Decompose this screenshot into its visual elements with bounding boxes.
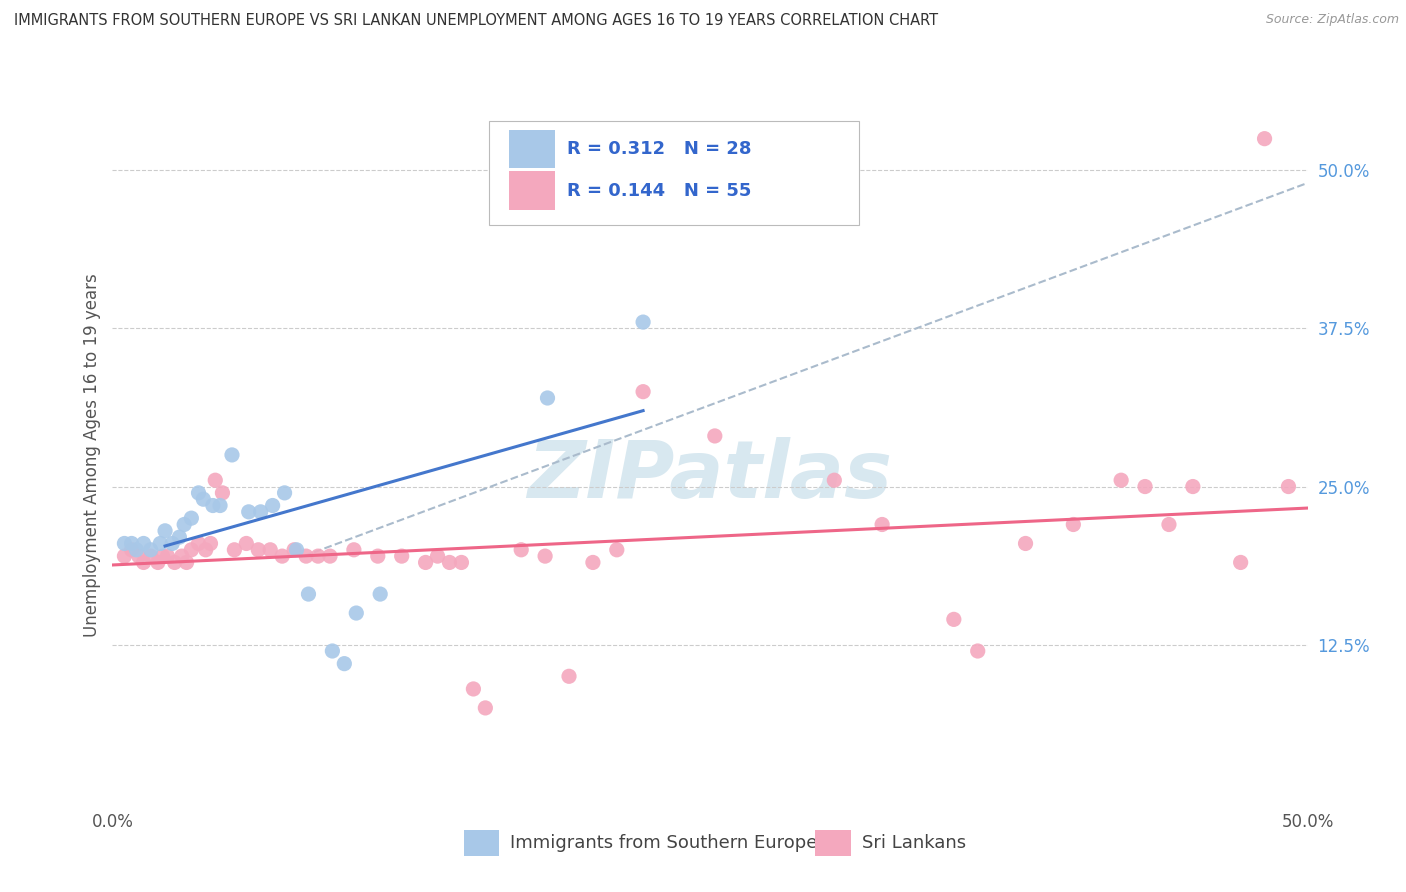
Point — [262, 499, 284, 513]
Point — [534, 549, 557, 563]
Point — [367, 549, 389, 563]
Point — [204, 473, 226, 487]
Point — [426, 549, 449, 563]
Point — [180, 511, 202, 525]
Point — [1062, 517, 1084, 532]
Point — [156, 549, 179, 563]
Point — [942, 612, 965, 626]
Point — [146, 556, 169, 570]
Point — [187, 486, 209, 500]
Point — [474, 701, 496, 715]
Point — [149, 536, 172, 550]
Point — [200, 536, 222, 550]
Point — [1014, 536, 1036, 550]
Point — [128, 549, 150, 563]
Bar — [464, 830, 499, 856]
Point — [125, 542, 148, 557]
Text: Sri Lankans: Sri Lankans — [862, 834, 966, 852]
Point — [415, 556, 437, 570]
Text: ZIPatlas: ZIPatlas — [527, 437, 893, 515]
Point — [163, 556, 186, 570]
Point — [297, 587, 319, 601]
Point — [344, 606, 367, 620]
Point — [224, 542, 246, 557]
Point — [343, 542, 366, 557]
Point — [307, 549, 329, 563]
Point — [249, 505, 271, 519]
Point — [114, 536, 135, 550]
Text: IMMIGRANTS FROM SOUTHERN EUROPE VS SRI LANKAN UNEMPLOYMENT AMONG AGES 16 TO 19 Y: IMMIGRANTS FROM SOUTHERN EUROPE VS SRI L… — [14, 13, 938, 29]
Point — [391, 549, 413, 563]
Point — [1277, 479, 1299, 493]
Point — [285, 542, 308, 557]
Point — [180, 542, 202, 557]
Point — [173, 517, 195, 532]
Point — [153, 524, 176, 538]
Point — [606, 542, 628, 557]
Point — [139, 542, 162, 557]
Point — [966, 644, 988, 658]
Point — [558, 669, 581, 683]
Point — [319, 549, 342, 563]
Point — [247, 542, 270, 557]
Point — [295, 549, 318, 563]
Point — [631, 315, 654, 329]
Point — [631, 384, 654, 399]
Text: Source: ZipAtlas.com: Source: ZipAtlas.com — [1265, 13, 1399, 27]
Text: R = 0.144   N = 55: R = 0.144 N = 55 — [567, 182, 751, 200]
Point — [368, 587, 391, 601]
Point — [170, 549, 193, 563]
Point — [238, 505, 260, 519]
Point — [169, 530, 191, 544]
Point — [1109, 473, 1132, 487]
Point — [121, 542, 143, 557]
Point — [1229, 556, 1251, 570]
Point — [439, 556, 461, 570]
Bar — [509, 171, 554, 210]
Point — [193, 492, 215, 507]
Text: R = 0.312   N = 28: R = 0.312 N = 28 — [567, 140, 751, 158]
Point — [273, 486, 295, 500]
Bar — [815, 830, 851, 856]
Point — [283, 542, 305, 557]
Y-axis label: Unemployment Among Ages 16 to 19 years: Unemployment Among Ages 16 to 19 years — [83, 273, 101, 637]
Point — [201, 499, 224, 513]
Point — [450, 556, 472, 570]
Point — [870, 517, 893, 532]
Point — [463, 681, 485, 696]
Point — [132, 556, 155, 570]
Point — [221, 448, 243, 462]
Point — [510, 542, 533, 557]
Point — [208, 499, 231, 513]
Point — [152, 549, 174, 563]
Point — [1157, 517, 1180, 532]
Point — [582, 556, 605, 570]
Point — [1253, 131, 1275, 145]
Point — [139, 549, 162, 563]
Point — [1133, 479, 1156, 493]
Point — [823, 473, 845, 487]
Point — [121, 536, 143, 550]
Point — [321, 644, 343, 658]
Point — [162, 536, 183, 550]
Point — [211, 486, 233, 500]
FancyBboxPatch shape — [489, 121, 859, 226]
Point — [132, 536, 155, 550]
Text: Immigrants from Southern Europe: Immigrants from Southern Europe — [510, 834, 818, 852]
Point — [333, 657, 356, 671]
Point — [536, 391, 558, 405]
Point — [235, 536, 257, 550]
Point — [114, 549, 135, 563]
Point — [259, 542, 281, 557]
Point — [194, 542, 217, 557]
Point — [271, 549, 294, 563]
Point — [1181, 479, 1204, 493]
Point — [176, 556, 198, 570]
Point — [703, 429, 725, 443]
Point — [187, 536, 209, 550]
Bar — [509, 129, 554, 168]
